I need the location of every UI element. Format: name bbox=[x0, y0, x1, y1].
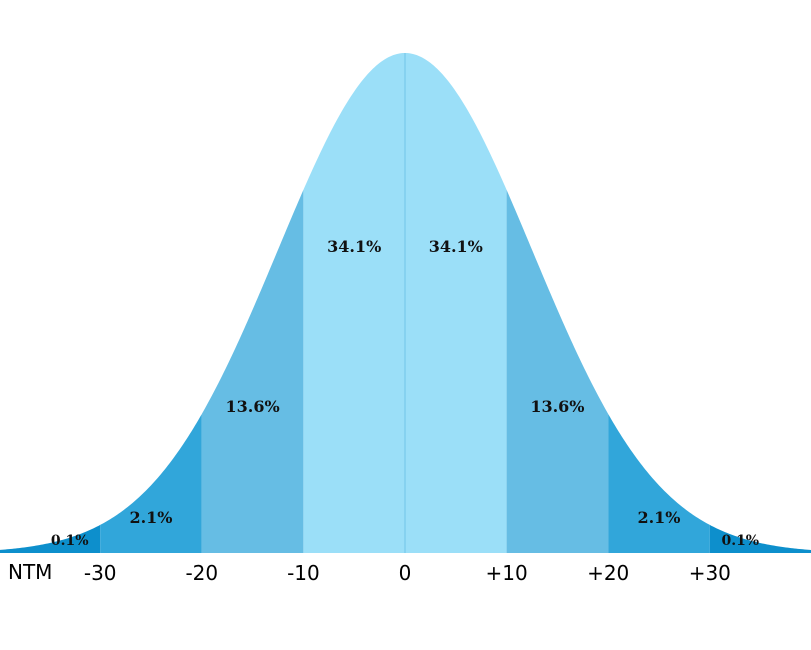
band-5 bbox=[506, 189, 609, 553]
percent-label-2: 13.6% bbox=[226, 397, 280, 416]
percent-label-1: 2.1% bbox=[129, 508, 172, 527]
band-7 bbox=[709, 524, 811, 553]
band-3 bbox=[303, 53, 405, 553]
tick-label-2: -10 bbox=[287, 561, 320, 585]
percent-label-7: 0.1% bbox=[721, 533, 759, 549]
percent-label-6: 2.1% bbox=[637, 508, 680, 527]
band-2 bbox=[201, 189, 304, 553]
bands-layer bbox=[0, 53, 811, 553]
percent-labels-layer: 0.1% 2.1% 13.6% 34.1% 34.1% 13.6% 2.1% 0.1% bbox=[51, 237, 759, 549]
x-axis-label: NTM bbox=[8, 560, 52, 584]
percent-label-0: 0.1% bbox=[51, 533, 89, 549]
tick-label-3: 0 bbox=[399, 561, 412, 585]
tick-label-4: +10 bbox=[485, 561, 527, 585]
tick-label-6: +30 bbox=[689, 561, 731, 585]
tick-labels-layer: -30 -20 -10 0 +10 +20 +30 bbox=[84, 561, 731, 585]
percent-label-3: 34.1% bbox=[327, 237, 381, 256]
percent-label-5: 13.6% bbox=[530, 397, 584, 416]
band-4 bbox=[405, 53, 507, 553]
tick-label-1: -20 bbox=[185, 561, 218, 585]
percent-label-4: 34.1% bbox=[429, 237, 483, 256]
band-0 bbox=[0, 524, 101, 553]
tick-label-5: +20 bbox=[587, 561, 629, 585]
band-1 bbox=[100, 413, 202, 553]
tick-label-0: -30 bbox=[84, 561, 117, 585]
band-6 bbox=[608, 413, 710, 553]
